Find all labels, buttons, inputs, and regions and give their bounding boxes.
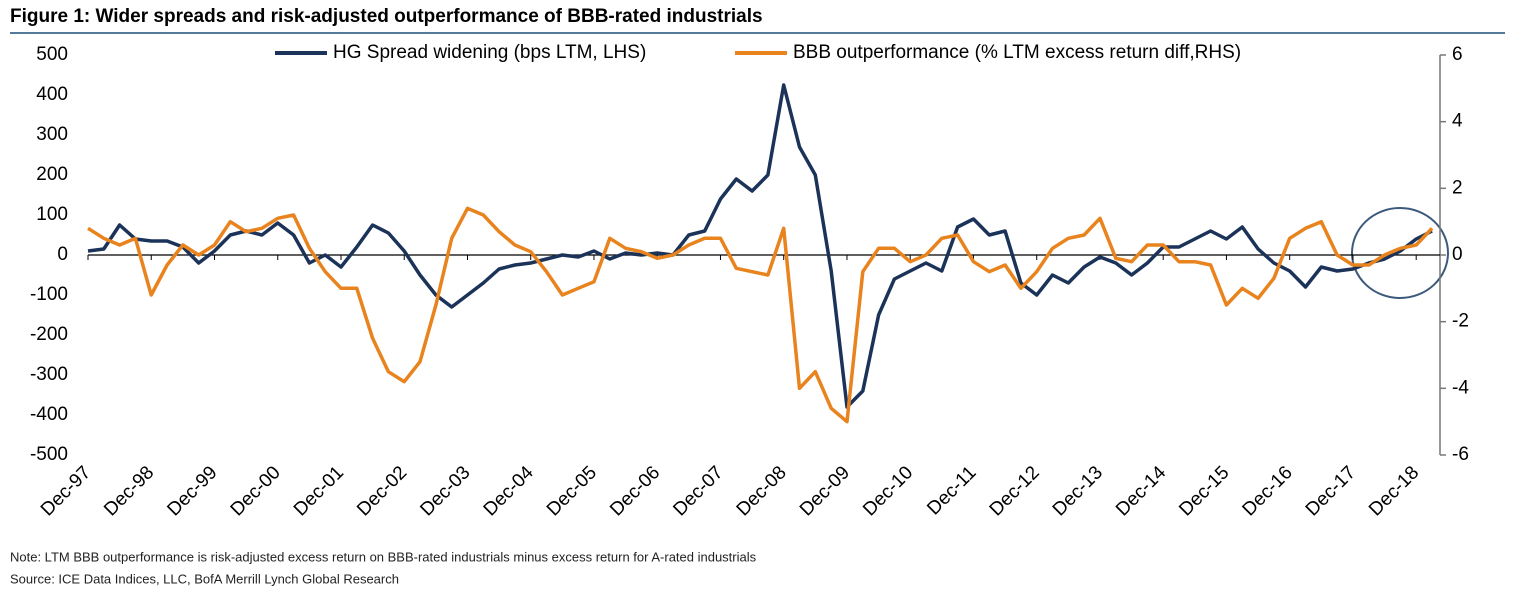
x-tick-label: Dec-97 — [37, 462, 95, 520]
y2-tick-label: 2 — [1452, 177, 1463, 198]
y2-tick-label: 4 — [1452, 111, 1463, 132]
x-tick-label: Dec-07 — [669, 462, 727, 520]
y2-tick-label: 6 — [1452, 44, 1463, 65]
x-tick-label: Dec-99 — [163, 462, 221, 520]
y-tick-label: 300 — [36, 124, 68, 145]
legend-label: HG Spread widening (bps LTM, LHS) — [333, 42, 646, 63]
y2-tick-label: 0 — [1452, 244, 1463, 265]
x-tick-label: Dec-01 — [290, 462, 348, 520]
x-tick-label: Dec-09 — [796, 462, 854, 520]
note: Note: LTM BBB outperformance is risk-adj… — [10, 549, 757, 564]
x-tick-label: Dec-03 — [416, 462, 474, 520]
y2-tick-label: -2 — [1452, 311, 1469, 332]
series-line — [87, 206, 1434, 424]
y-tick-label: 100 — [36, 204, 68, 225]
y-tick-label: 200 — [36, 164, 68, 185]
x-tick-label: Dec-14 — [1112, 462, 1170, 520]
x-tick-label: Dec-02 — [353, 462, 411, 520]
x-tick-label: Dec-15 — [1175, 462, 1233, 520]
x-tick-label: Dec-00 — [227, 462, 285, 520]
y-tick-label: 0 — [57, 244, 68, 265]
source: Source: ICE Data Indices, LLC, BofA Merr… — [10, 571, 399, 586]
y-tick-label: -500 — [30, 444, 68, 465]
highlight-circle — [1351, 207, 1449, 299]
x-tick-label: Dec-05 — [543, 462, 601, 520]
x-tick-label: Dec-08 — [733, 462, 791, 520]
x-tick-label: Dec-98 — [100, 462, 158, 520]
y-tick-label: -200 — [30, 324, 68, 345]
x-tick-label: Dec-04 — [480, 462, 538, 520]
y-tick-label: -100 — [30, 284, 68, 305]
x-tick-label: Dec-12 — [986, 462, 1044, 520]
y2-tick-label: -6 — [1452, 444, 1469, 465]
legend-label: BBB outperformance (% LTM excess return … — [793, 42, 1241, 63]
series-line — [87, 83, 1433, 409]
chart-title: Figure 1: Wider spreads and risk-adjuste… — [10, 6, 763, 27]
x-tick-label: Dec-11 — [923, 462, 980, 519]
x-tick-label: Dec-17 — [1302, 462, 1360, 520]
x-tick-label: Dec-13 — [1049, 462, 1107, 520]
y-tick-label: 500 — [36, 44, 68, 65]
x-tick-label: Dec-18 — [1365, 462, 1423, 520]
x-tick-label: Dec-16 — [1239, 462, 1297, 520]
x-tick-label: Dec-10 — [859, 462, 917, 520]
y-tick-label: 400 — [36, 84, 68, 105]
x-tick-label: Dec-06 — [606, 462, 664, 520]
y-tick-label: -400 — [30, 404, 68, 425]
y-tick-label: -300 — [30, 364, 68, 385]
y2-tick-label: -4 — [1452, 377, 1469, 398]
